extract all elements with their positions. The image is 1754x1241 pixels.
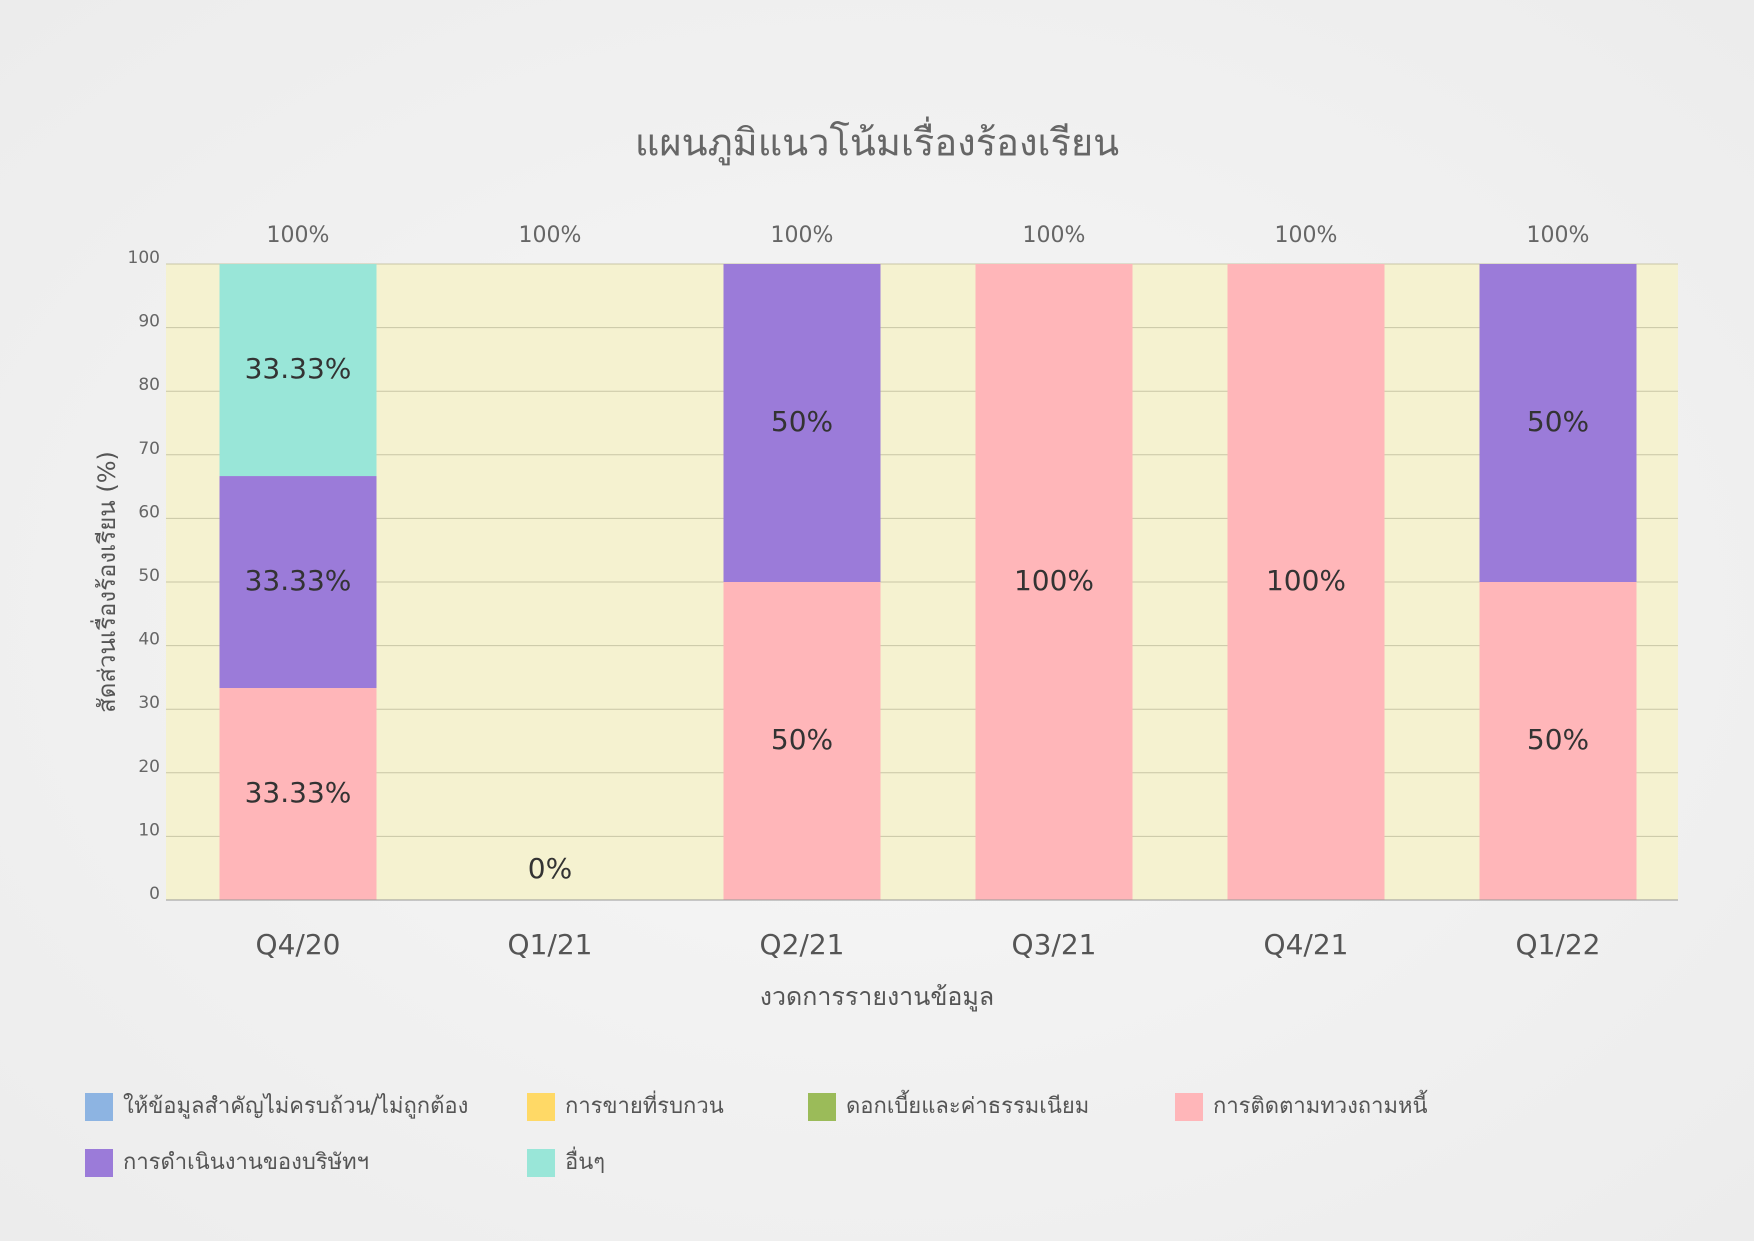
data-label: 50% (1527, 405, 1589, 438)
bar-segment (219, 688, 377, 900)
bar-segment (219, 264, 377, 477)
legend-swatch (527, 1093, 555, 1121)
y-tick-label: 10 (138, 820, 160, 840)
data-label: 100% (1014, 564, 1094, 597)
chart-title: แผนภูมิแนวโน้มเรื่องร้องเรียน (635, 117, 1119, 166)
legend-label: การติดตามทวงถามหนี้ (1213, 1090, 1428, 1119)
total-label: 100% (771, 223, 834, 248)
bar-segment (1227, 264, 1385, 900)
data-label: 50% (771, 405, 833, 438)
legend-swatch (808, 1093, 836, 1121)
x-tick-label: Q1/22 (1516, 928, 1601, 961)
data-label: 100% (1266, 564, 1346, 597)
y-tick-label: 40 (138, 630, 160, 650)
legend-swatch (1175, 1093, 1203, 1121)
y-tick-label: 20 (138, 757, 160, 777)
bar-segment (723, 582, 881, 900)
x-tick-label: Q1/21 (508, 928, 593, 961)
bar-segment (219, 476, 377, 689)
data-label: 0% (528, 852, 572, 885)
data-label: 33.33% (245, 352, 352, 385)
y-tick-label: 60 (138, 502, 160, 522)
total-label: 100% (1023, 223, 1086, 248)
legend-swatch (527, 1149, 555, 1177)
x-axis-title: งวดการรายงานข้อมูล (760, 982, 994, 1012)
x-tick-label: Q3/21 (1012, 928, 1097, 961)
y-tick-label: 90 (138, 312, 160, 332)
y-tick-label: 70 (138, 439, 160, 459)
y-tick-label: 30 (138, 693, 160, 713)
x-tick-label: Q4/20 (256, 928, 341, 961)
legend-label: ให้ข้อมูลสำคัญไม่ครบถ้วน/ไม่ถูกต้อง (123, 1093, 468, 1119)
legend-label: การขายที่รบกวน (565, 1090, 724, 1119)
legend-label: ดอกเบี้ยและค่าธรรมเนียม (846, 1090, 1089, 1119)
total-label: 100% (519, 223, 582, 248)
data-label: 33.33% (245, 564, 352, 597)
bar-segment (1479, 264, 1637, 582)
y-tick-label: 80 (138, 375, 160, 395)
legend-label: การดำเนินงานของบริษัทฯ (123, 1150, 369, 1175)
y-tick-label: 50 (138, 566, 160, 586)
data-label: 50% (771, 723, 833, 756)
y-tick-label: 0 (149, 884, 160, 904)
x-tick-label: Q4/21 (1264, 928, 1349, 961)
legend-swatch (85, 1149, 113, 1177)
legend-swatch (85, 1093, 113, 1121)
data-label: 33.33% (245, 776, 352, 809)
x-tick-label: Q2/21 (760, 928, 845, 961)
total-label: 100% (267, 223, 330, 248)
y-tick-label: 100 (128, 248, 160, 268)
bar-segment (975, 264, 1133, 900)
total-label: 100% (1527, 223, 1590, 248)
bar-segment (723, 264, 881, 582)
data-label: 50% (1527, 723, 1589, 756)
legend-label: อื่นๆ (565, 1146, 605, 1175)
bar-segment (1479, 582, 1637, 900)
total-label: 100% (1275, 223, 1338, 248)
y-axis-title: สัดส่วนเรื่องร้องเรียน (%) (90, 451, 121, 713)
